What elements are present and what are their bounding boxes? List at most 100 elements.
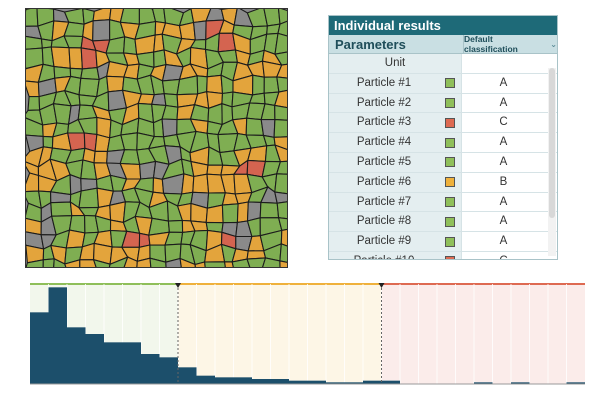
particle-row[interactable]: Particle #9 A: [329, 232, 557, 252]
particle-region: [42, 135, 54, 149]
class-color-swatch: [445, 157, 455, 168]
class-swatch-cell: [439, 192, 462, 212]
particle-region: [275, 160, 287, 175]
particle-region: [273, 136, 287, 151]
class-color-swatch: [445, 216, 455, 227]
results-scrollbar[interactable]: [548, 68, 556, 256]
class-swatch-cell: [439, 113, 462, 133]
particle-region: [161, 118, 178, 138]
class-zone-B: [178, 284, 382, 384]
particle-region: [27, 96, 41, 111]
class-swatch-cell: [439, 152, 462, 172]
histogram-bar: [344, 382, 363, 384]
individual-results-panel: Individual results Parameters Default cl…: [328, 15, 558, 260]
size-distribution-histogram[interactable]: [30, 280, 585, 386]
particle-row[interactable]: Particle #8 A: [329, 212, 557, 233]
particle-region: [167, 219, 184, 233]
particle-row[interactable]: Particle #1 A: [329, 73, 557, 94]
histogram-bar: [307, 380, 326, 384]
particle-class: A: [499, 235, 508, 248]
particle-region: [92, 19, 111, 42]
class-color-swatch: [445, 97, 455, 108]
particle-region: [223, 261, 234, 267]
results-title: Individual results: [329, 16, 557, 35]
histogram-bar: [381, 380, 400, 384]
particle-region: [260, 119, 276, 138]
particle-row[interactable]: Particle #3 C: [329, 113, 557, 134]
unit-label: Unit: [329, 54, 462, 73]
class-swatch-cell: [439, 73, 462, 93]
particle-region: [205, 204, 224, 224]
particle-region: [78, 77, 100, 98]
particle-row[interactable]: Particle #6 B: [329, 172, 557, 193]
particle-region: [193, 20, 207, 41]
histogram-bar: [122, 342, 141, 384]
particle-region: [277, 20, 287, 37]
particle-region: [92, 9, 112, 22]
histogram-bar: [511, 382, 530, 384]
particle-region: [136, 257, 152, 267]
particle-region: [273, 119, 287, 138]
class-color-swatch: [445, 117, 455, 128]
particle-region: [280, 228, 287, 247]
threshold-handle: [175, 283, 181, 288]
particle-region: [276, 201, 287, 220]
histogram-bar: [85, 334, 104, 384]
class-swatch-cell: [439, 212, 462, 232]
particle-region: [80, 67, 100, 81]
particle-name: Particle #8: [329, 212, 439, 232]
particle-row[interactable]: Particle #10 C: [329, 251, 557, 259]
particle-name: Particle #6: [329, 172, 439, 192]
particle-region: [252, 74, 265, 96]
particle-micrograph[interactable]: [25, 8, 288, 268]
particle-region: [26, 35, 43, 50]
scrollbar-thumb[interactable]: [549, 68, 555, 218]
particle-region: [274, 144, 287, 163]
particle-row[interactable]: Particle #7 A: [329, 192, 557, 213]
particle-region: [246, 257, 267, 267]
particle-region: [93, 150, 108, 164]
particle-region: [53, 257, 67, 267]
histogram-bar: [252, 379, 271, 384]
particle-region: [279, 243, 287, 263]
particle-name: Particle #4: [329, 133, 439, 152]
particle-region: [206, 164, 224, 176]
unit-row: Unit: [329, 54, 557, 74]
histogram-bar: [270, 379, 289, 384]
particle-region: [78, 187, 100, 209]
histogram-bar: [178, 367, 197, 384]
particle-region: [165, 257, 182, 267]
particle-name: Particle #1: [329, 73, 439, 93]
particle-region: [26, 9, 39, 27]
particle-row[interactable]: Particle #2 A: [329, 93, 557, 114]
particle-class: A: [499, 195, 508, 208]
class-color-swatch: [445, 177, 455, 188]
histogram-bar: [141, 354, 160, 384]
unit-value: [462, 54, 545, 73]
class-color-swatch: [445, 236, 455, 247]
class-swatch-cell: [439, 93, 462, 113]
particle-name: Particle #9: [329, 232, 439, 251]
particle-region: [274, 51, 287, 66]
particle-row[interactable]: Particle #5 A: [329, 152, 557, 173]
particle-class: A: [499, 215, 508, 228]
histogram-bar: [233, 377, 252, 384]
histogram-bar: [363, 380, 382, 384]
particle-region: [64, 259, 81, 267]
particle-row[interactable]: Particle #4 A: [329, 133, 557, 153]
particle-region: [149, 257, 167, 267]
particle-region: [178, 21, 196, 41]
histogram-chart: [30, 283, 585, 385]
particle-region: [196, 75, 208, 95]
particle-region: [262, 257, 281, 267]
histogram-bar: [566, 382, 585, 384]
particle-region: [79, 259, 97, 267]
class-color-swatch: [445, 78, 455, 89]
particle-region: [204, 261, 226, 267]
histogram-bar: [104, 342, 123, 384]
histogram-bar: [67, 327, 86, 384]
particle-class: C: [462, 252, 545, 259]
classification-dropdown[interactable]: Default classification ⌄: [463, 34, 557, 54]
particle-region: [221, 203, 239, 224]
particle-region: [192, 173, 210, 194]
